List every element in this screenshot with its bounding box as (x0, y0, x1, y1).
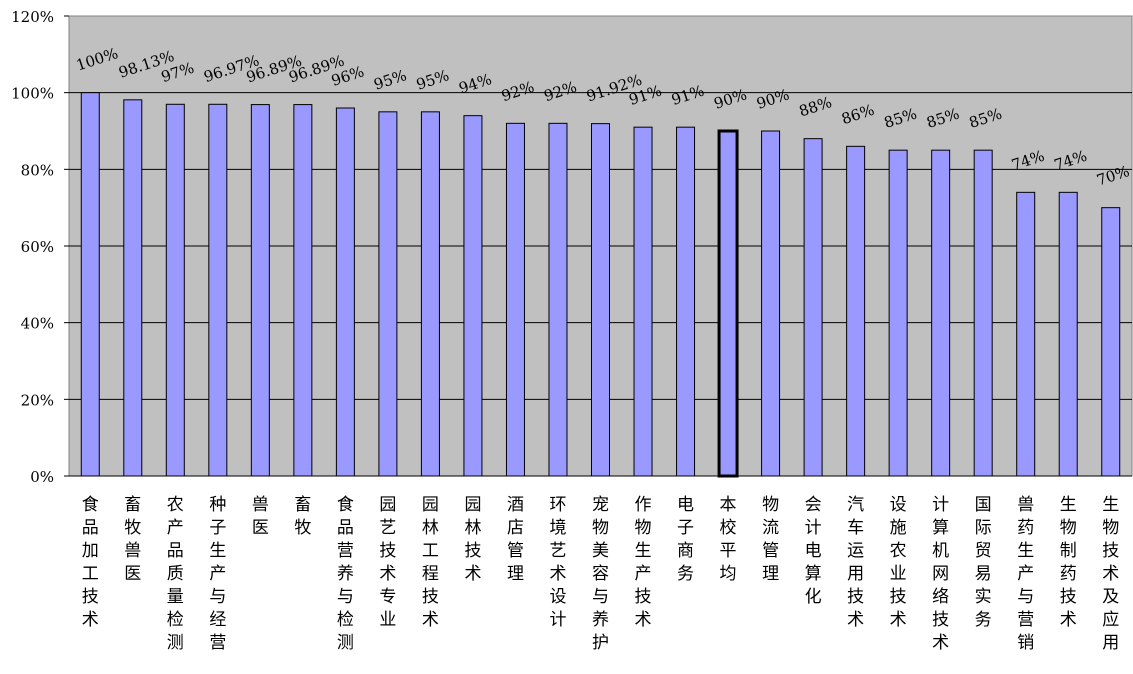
bar (973, 149, 993, 477)
category-label: 设施农业技术 (890, 495, 907, 630)
category-label: 食品营养与检测 (337, 495, 354, 653)
category-label: 园林技术 (464, 495, 481, 584)
y-tick-label: 80% (21, 161, 54, 179)
category-label: 农产品质量检测 (167, 495, 184, 653)
y-tick-label: 0% (30, 468, 54, 486)
bar (463, 115, 483, 477)
category-label: 汽车运用技术 (847, 495, 864, 630)
category-label: 本校平均 (720, 495, 737, 584)
category-label: 兽药生产与营销 (1017, 495, 1034, 653)
category-label: 环境艺术设计 (549, 495, 566, 630)
bar (505, 122, 525, 477)
category-label: 畜牧兽医 (124, 495, 141, 584)
bar (1101, 207, 1121, 477)
bar (250, 104, 270, 477)
category-label: 兽医 (252, 495, 269, 538)
bar (676, 126, 696, 477)
bars (80, 92, 1121, 478)
bar (803, 138, 823, 477)
bar (80, 92, 100, 477)
category-label: 生物技术及应用 (1102, 495, 1119, 653)
category-label: 食品加工技术 (82, 495, 99, 630)
y-tick-label: 60% (21, 238, 54, 256)
bar (931, 149, 951, 477)
category-label: 作物生产技术 (635, 495, 652, 630)
category-label: 电子商务 (677, 495, 694, 584)
category-label: 园林工程技术 (422, 495, 439, 630)
y-axis-ticks: 0% 20% 40% 60% 80% 100% 120% (11, 8, 69, 486)
bar (548, 122, 568, 477)
category-label: 物流管理 (762, 495, 779, 584)
bar (846, 145, 866, 477)
category-label: 国际贸易实务 (975, 495, 992, 630)
category-label: 宠物美容与养护 (592, 495, 609, 653)
bar (591, 123, 610, 477)
category-label: 园艺技术专业 (379, 495, 396, 630)
bar (378, 111, 398, 477)
category-label: 生物制药技术 (1060, 495, 1077, 630)
bar (633, 126, 653, 477)
bar (1058, 191, 1078, 477)
bar (888, 149, 908, 477)
y-tick-label: 40% (21, 315, 54, 333)
bar (1016, 191, 1036, 477)
category-label: 种子生产与经营 (209, 495, 226, 653)
category-label: 酒店管理 (507, 495, 524, 584)
category-label: 会计电算化 (805, 495, 822, 607)
category-label: 计算机网络技术 (932, 495, 949, 653)
y-tick-label: 20% (21, 391, 54, 409)
bar (123, 99, 143, 477)
bar (293, 104, 313, 477)
category-label: 畜牧 (294, 495, 311, 538)
bar (335, 107, 355, 477)
bar (761, 130, 781, 477)
bar (208, 103, 228, 477)
y-tick-label: 100% (11, 85, 54, 103)
bar (165, 103, 185, 477)
y-tick-label: 120% (11, 8, 54, 26)
bar (420, 111, 440, 477)
bar (717, 129, 739, 478)
